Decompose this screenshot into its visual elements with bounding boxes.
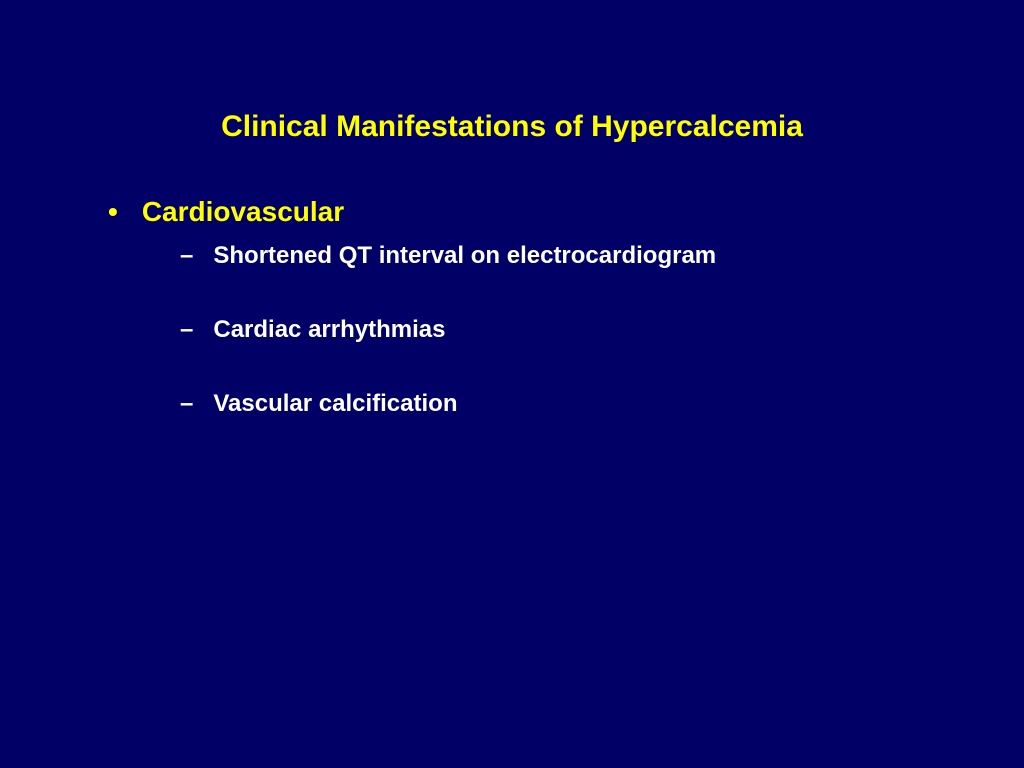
level2-text: Shortened QT interval on electrocardiogr…	[213, 242, 716, 270]
level2-list: – Shortened QT interval on electrocardio…	[108, 242, 1024, 418]
dash-icon: –	[180, 390, 193, 418]
level1-item: • Cardiovascular	[108, 196, 1024, 228]
level2-item: – Cardiac arrhythmias	[180, 316, 1024, 344]
level2-item: – Vascular calcification	[180, 390, 1024, 418]
dash-icon: –	[180, 242, 193, 270]
slide: Clinical Manifestations of Hypercalcemia…	[0, 0, 1024, 768]
level1-text: Cardiovascular	[142, 196, 344, 228]
level2-item: – Shortened QT interval on electrocardio…	[180, 242, 1024, 270]
dash-icon: –	[180, 316, 193, 344]
level2-text: Vascular calcification	[213, 390, 457, 418]
slide-title: Clinical Manifestations of Hypercalcemia	[0, 110, 1024, 144]
slide-content: • Cardiovascular – Shortened QT interval…	[0, 196, 1024, 418]
bullet-icon: •	[108, 196, 118, 228]
level2-text: Cardiac arrhythmias	[213, 316, 445, 344]
